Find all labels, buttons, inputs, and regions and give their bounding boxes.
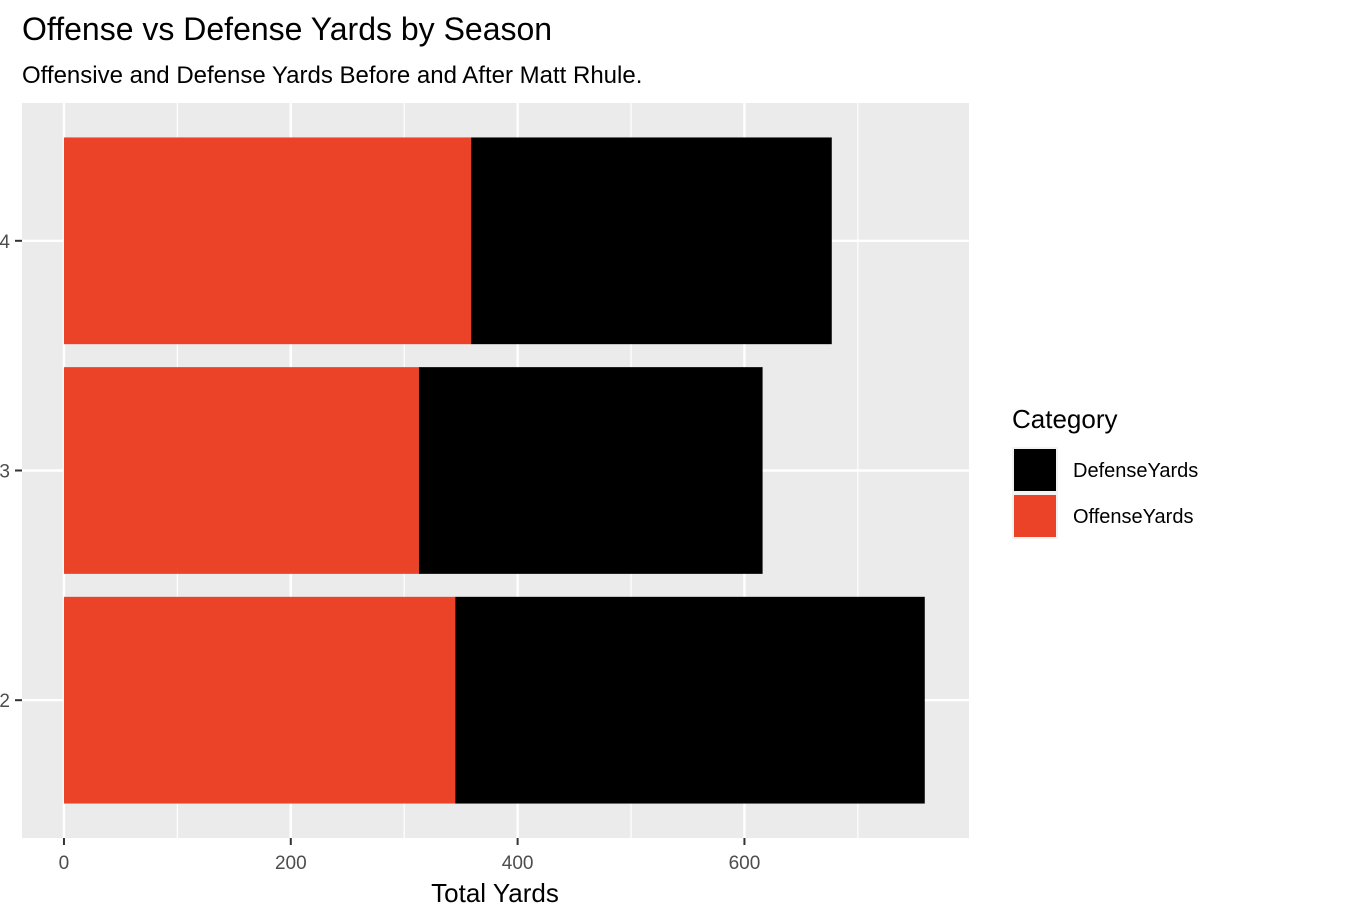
legend-label: DefenseYards (1073, 460, 1198, 482)
legend-key-offenseyards (1014, 495, 1056, 537)
bar-defenseyards-season-2 (455, 596, 925, 804)
legend-title: Category (1012, 404, 1118, 434)
x-tick-label: 0 (59, 853, 70, 874)
x-axis: 0 200 400 600 (59, 838, 761, 874)
y-tick-label: 3 (0, 462, 10, 483)
chart-title: Offense vs Defense Yards by Season (22, 11, 552, 47)
chart-subtitle: Offensive and Defense Yards Before and A… (22, 62, 642, 89)
x-axis-title: Total Yards (431, 878, 559, 908)
y-tick-label: 4 (0, 232, 10, 253)
bar-offenseyards-season-2 (63, 596, 456, 804)
x-tick-label: 200 (275, 853, 307, 874)
y-axis: 2 3 4 (0, 232, 22, 712)
legend-key-defenseyards (1014, 449, 1056, 491)
x-tick-label: 400 (502, 853, 534, 874)
bar-offenseyards-season-3 (63, 367, 419, 574)
x-tick-label: 600 (729, 853, 761, 874)
bar-offenseyards-season-4 (63, 137, 472, 345)
bar-defenseyards-season-4 (471, 137, 832, 345)
y-tick-label: 2 (0, 691, 10, 712)
legend: Category DefenseYards OffenseYards (1012, 404, 1198, 539)
bar-defenseyards-season-3 (418, 367, 763, 574)
bars (63, 137, 925, 804)
legend-label: OffenseYards (1073, 506, 1193, 528)
